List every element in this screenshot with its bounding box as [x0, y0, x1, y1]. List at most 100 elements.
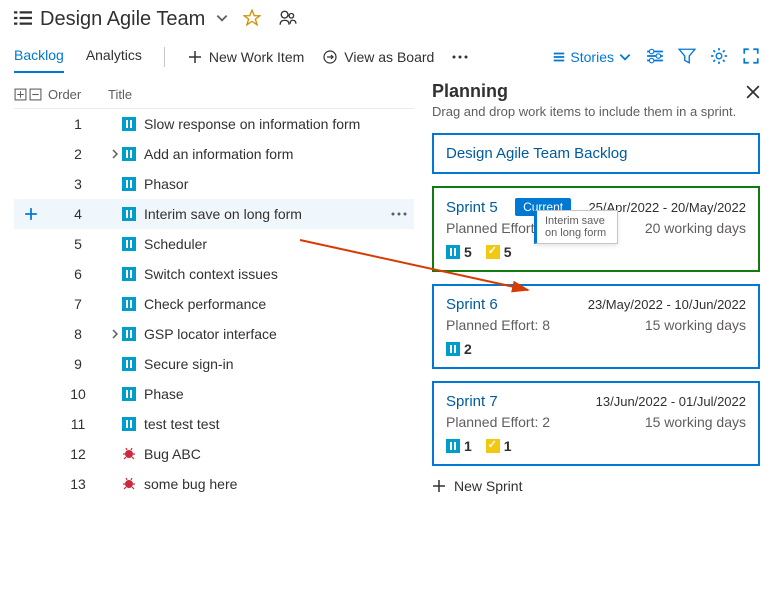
- story-icon: [122, 117, 144, 131]
- row-title[interactable]: Phasor: [144, 176, 384, 192]
- table-row[interactable]: 12 Bug ABC: [14, 439, 414, 469]
- new-work-item-button[interactable]: New Work Item: [187, 49, 304, 65]
- main-content: Order Title 1 Slow response on informatio…: [0, 73, 774, 499]
- row-more-menu[interactable]: [384, 212, 414, 216]
- story-icon: [122, 177, 144, 191]
- table-row[interactable]: 2 Add an information form: [14, 139, 414, 169]
- filter-button[interactable]: [678, 47, 696, 68]
- planning-title: Planning: [432, 81, 508, 102]
- column-title[interactable]: Title: [108, 87, 414, 102]
- table-row[interactable]: 13 some bug here: [14, 469, 414, 499]
- toolbar: Backlog Analytics New Work Item View as …: [0, 35, 774, 73]
- options-button[interactable]: [646, 47, 664, 68]
- sprint-name[interactable]: Sprint 5: [446, 199, 498, 216]
- sprint-name[interactable]: Sprint 6: [446, 296, 498, 313]
- row-order: 9: [48, 356, 108, 372]
- close-panel-button[interactable]: [746, 81, 760, 102]
- row-order: 10: [48, 386, 108, 402]
- row-title[interactable]: test test test: [144, 416, 384, 432]
- table-body: 1 Slow response on information form 2 Add a…: [14, 109, 414, 499]
- more-menu[interactable]: [452, 49, 468, 65]
- row-order: 13: [48, 476, 108, 492]
- table-row[interactable]: 9 Secure sign-in: [14, 349, 414, 379]
- new-sprint-button[interactable]: New Sprint: [432, 478, 760, 494]
- row-order: 8: [48, 326, 108, 342]
- sprint-dates: 13/Jun/2022 - 01/Jul/2022: [596, 394, 746, 409]
- row-expand-chevron[interactable]: [108, 149, 122, 159]
- story-count: 1: [464, 438, 472, 454]
- row-title[interactable]: Interim save on long form: [144, 206, 384, 222]
- new-work-item-label: New Work Item: [209, 49, 304, 65]
- row-order: 2: [48, 146, 108, 162]
- story-icon: [122, 147, 144, 161]
- planning-subtitle: Drag and drop work items to include them…: [432, 104, 760, 119]
- story-count: 5: [464, 244, 472, 260]
- view-as-board-label: View as Board: [344, 49, 434, 65]
- story-icon: [446, 342, 460, 356]
- page-header: Design Agile Team: [0, 0, 774, 35]
- column-order[interactable]: Order: [48, 87, 108, 102]
- table-row[interactable]: 5 Scheduler: [14, 229, 414, 259]
- tab-backlog[interactable]: Backlog: [14, 41, 64, 73]
- sprint-counts: 55: [446, 244, 746, 260]
- title-dropdown[interactable]: [213, 11, 229, 28]
- story-icon: [122, 387, 144, 401]
- stories-filter-button[interactable]: Stories: [552, 49, 632, 65]
- row-title[interactable]: Add an information form: [144, 146, 384, 162]
- sprint-counts: 2: [446, 341, 746, 357]
- story-icon: [122, 297, 144, 311]
- view-as-board-button[interactable]: View as Board: [322, 49, 434, 65]
- row-title[interactable]: Scheduler: [144, 236, 384, 252]
- table-row[interactable]: 8 GSP locator interface: [14, 319, 414, 349]
- row-order: 5: [48, 236, 108, 252]
- table-row[interactable]: 4Interim save on long form: [14, 199, 414, 229]
- sprint-effort: Planned Effort: 8: [446, 317, 550, 333]
- table-row[interactable]: 10 Phase: [14, 379, 414, 409]
- row-title[interactable]: Secure sign-in: [144, 356, 384, 372]
- settings-button[interactable]: [710, 47, 728, 68]
- row-title[interactable]: some bug here: [144, 476, 384, 492]
- team-members-button[interactable]: [269, 9, 297, 30]
- fullscreen-button[interactable]: [742, 47, 760, 68]
- stories-label: Stories: [570, 49, 614, 65]
- table-row[interactable]: 3Phasor: [14, 169, 414, 199]
- row-order: 12: [48, 446, 108, 462]
- table-row[interactable]: 11 test test test: [14, 409, 414, 439]
- row-title[interactable]: Slow response on information form: [144, 116, 384, 132]
- sprint-working-days: 15 working days: [645, 317, 746, 333]
- separator: [164, 47, 165, 67]
- story-icon: [122, 267, 144, 281]
- table-row[interactable]: 1 Slow response on information form: [14, 109, 414, 139]
- favorite-button[interactable]: [237, 9, 261, 30]
- row-order: 11: [48, 416, 108, 432]
- row-title[interactable]: GSP locator interface: [144, 326, 384, 342]
- expand-collapse-all[interactable]: [14, 87, 48, 102]
- row-title[interactable]: Check performance: [144, 296, 384, 312]
- planning-panel: Planning Drag and drop work items to inc…: [428, 81, 760, 499]
- backlog-card-title: Design Agile Team Backlog: [446, 145, 746, 162]
- new-sprint-label: New Sprint: [454, 478, 522, 494]
- story-icon: [122, 207, 144, 221]
- backlog-card[interactable]: Design Agile Team Backlog: [432, 133, 760, 174]
- task-icon: [486, 439, 500, 453]
- sprint-card[interactable]: Sprint 713/Jun/2022 - 01/Jul/2022Planned…: [432, 381, 760, 466]
- story-icon: [122, 417, 144, 431]
- row-add-button[interactable]: [14, 207, 48, 221]
- table-row[interactable]: 6Switch context issues: [14, 259, 414, 289]
- page-title: Design Agile Team: [40, 8, 205, 31]
- row-expand-chevron[interactable]: [108, 329, 122, 339]
- stories-icon: [552, 50, 566, 64]
- table-row[interactable]: 7Check performance: [14, 289, 414, 319]
- sprint-name[interactable]: Sprint 7: [446, 393, 498, 410]
- sprint-card[interactable]: Sprint 623/May/2022 - 10/Jun/2022Planned…: [432, 284, 760, 369]
- tab-analytics[interactable]: Analytics: [86, 41, 142, 73]
- row-title[interactable]: Bug ABC: [144, 446, 384, 462]
- row-title[interactable]: Phase: [144, 386, 384, 402]
- chevron-down-icon: [618, 50, 632, 64]
- story-icon: [446, 245, 460, 259]
- sprint-card[interactable]: Sprint 5Current25/Apr/2022 - 20/May/2022…: [432, 186, 760, 272]
- row-order: 1: [48, 116, 108, 132]
- row-title[interactable]: Switch context issues: [144, 266, 384, 282]
- board-icon: [322, 49, 338, 65]
- table-header: Order Title: [14, 81, 414, 109]
